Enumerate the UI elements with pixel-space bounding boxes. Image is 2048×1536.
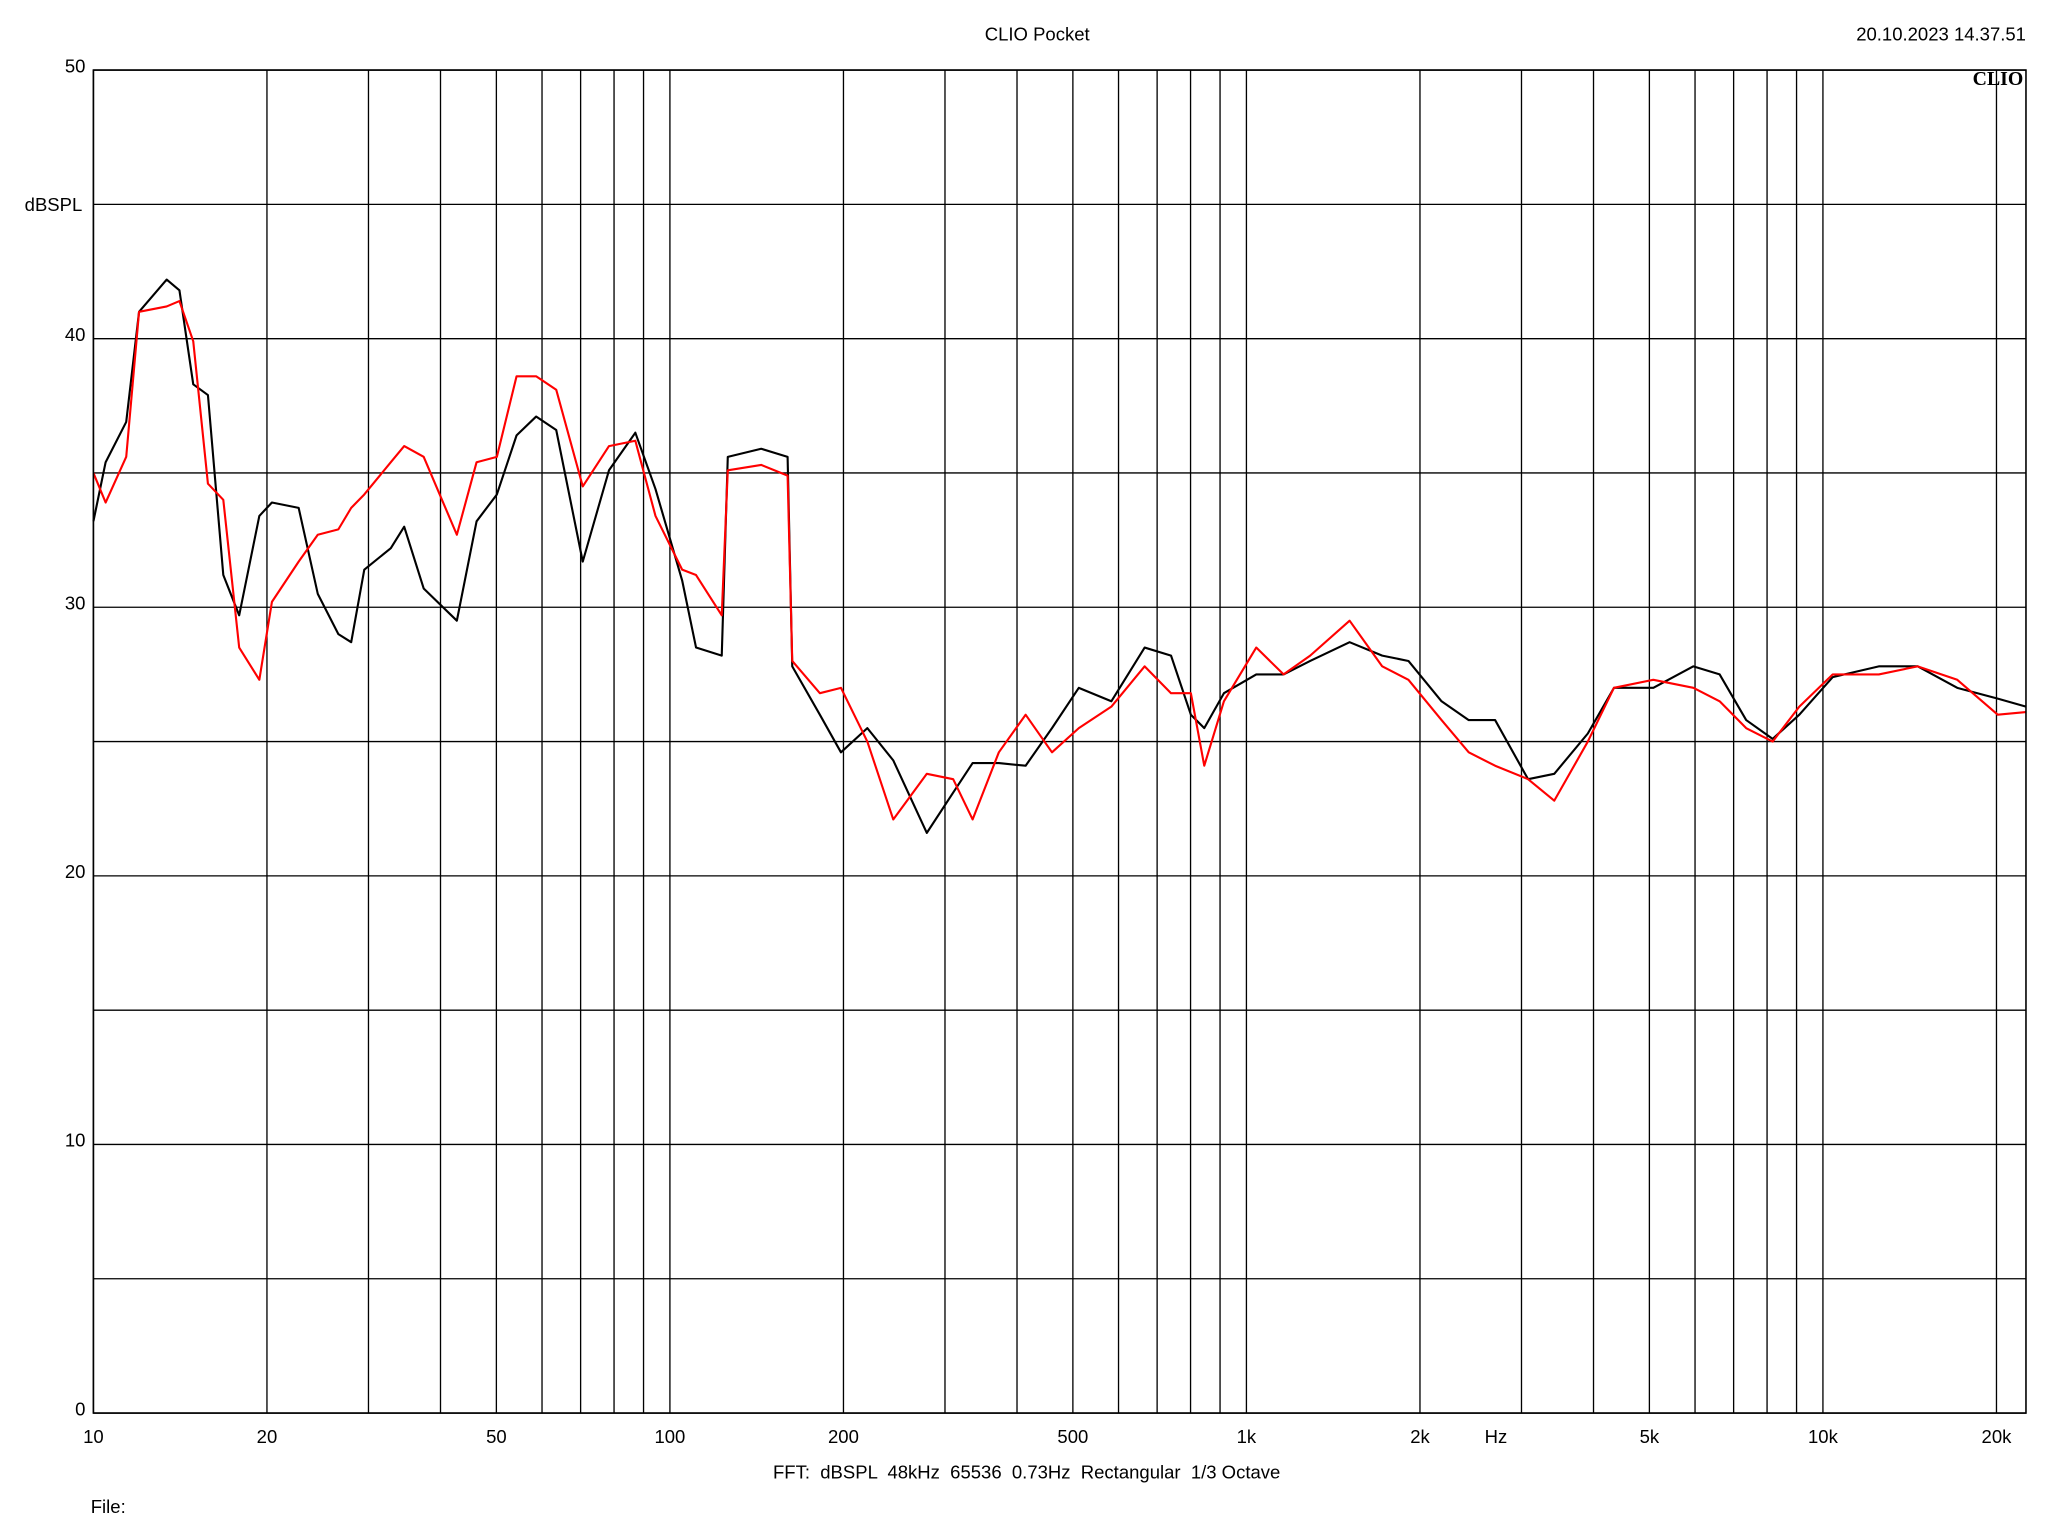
x-tick-label: 10: [83, 1426, 104, 1447]
logo: CLIO: [1973, 68, 2024, 90]
series-line: [92, 299, 2027, 821]
x-tick-label: 20: [257, 1426, 278, 1447]
x-tick-label: 100: [654, 1426, 685, 1447]
y-tick-label: 20: [65, 861, 86, 882]
x-tick-label: 10k: [1808, 1426, 1839, 1447]
x-tick-label: 20k: [1982, 1426, 2013, 1447]
y-tick-label: 10: [65, 1130, 86, 1151]
series-line: [92, 278, 2027, 834]
file-label: File:: [91, 1496, 126, 1517]
lines: [92, 278, 2027, 834]
y-tick-label: 30: [65, 593, 86, 614]
x-tick-label: 200: [828, 1426, 859, 1447]
y-tick-label: 50: [65, 55, 86, 76]
x-tick-label: 50: [486, 1426, 507, 1447]
y-axis-label: dBSPL: [25, 194, 83, 215]
x-tick-label: 1k: [1237, 1426, 1257, 1447]
x-axis-label: Hz: [1485, 1426, 1508, 1447]
footer: FFT: dBSPL 48kHz 65536 0.73Hz Rectangula…: [773, 1462, 1280, 1483]
y-tick-label: 0: [75, 1398, 85, 1419]
plot-frame: [92, 69, 2027, 1414]
x-tick-label: 2k: [1410, 1426, 1430, 1447]
x-tick-label: 500: [1057, 1426, 1088, 1447]
chart-title: CLIO Pocket: [985, 24, 1090, 45]
y-tick-label: 40: [65, 324, 86, 345]
timestamp: 20.10.2023 14.37.51: [1856, 24, 2026, 45]
x-tick-label: 5k: [1640, 1426, 1660, 1447]
